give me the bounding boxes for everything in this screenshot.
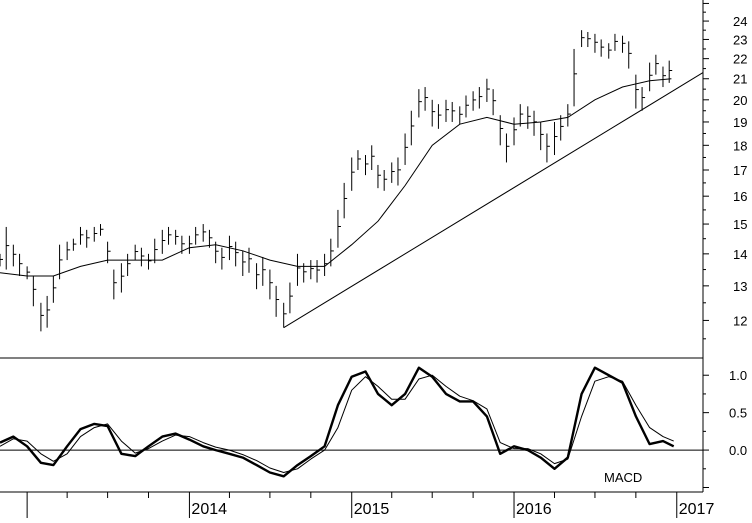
macd-thin-line <box>0 374 674 473</box>
price-bars <box>0 30 673 332</box>
macd-annotation: MACD <box>604 470 642 485</box>
y-tick-label-20: 20 <box>733 93 747 108</box>
y-tick-label-22: 22 <box>733 52 747 67</box>
y-tick-label-18: 18 <box>733 138 747 153</box>
support-trendline <box>283 72 704 329</box>
y-tick-label-17: 17 <box>733 163 747 178</box>
macd-layer <box>0 366 703 478</box>
y-tick-label-21: 21 <box>733 72 747 87</box>
y-tick-label-16: 16 <box>733 189 747 204</box>
y-tick-label-13: 13 <box>733 279 747 294</box>
y-tick-label-23: 23 <box>733 32 747 47</box>
x-tick-label-2015: 2015 <box>354 501 390 518</box>
macd-tick-label-1.0: 1.0 <box>729 368 747 383</box>
axes-layer <box>0 0 709 518</box>
y-tick-label-19: 19 <box>733 115 747 130</box>
macd-thick-line <box>0 366 675 478</box>
x-tick-label-2014: 2014 <box>191 501 227 518</box>
moving-average-line <box>0 78 672 277</box>
macd-tick-label-0.5: 0.5 <box>729 406 747 421</box>
macd-tick-label-0.0: 0.0 <box>729 443 747 458</box>
x-tick-label-2016: 2016 <box>516 501 552 518</box>
y-tick-label-12: 12 <box>733 313 747 328</box>
y-tick-label-24: 24 <box>733 14 747 29</box>
x-tick-label-2017: 2017 <box>679 501 715 518</box>
labels-layer: 12 13 14 15 16 17 18 19 20 21 22 23 24 0.0 0.5 1.0 2014 2… <box>191 14 747 518</box>
y-tick-label-15: 15 <box>733 217 747 232</box>
moving-average-layer <box>0 78 672 277</box>
trendline-layer <box>283 72 704 329</box>
y-tick-label-14: 14 <box>733 247 747 262</box>
